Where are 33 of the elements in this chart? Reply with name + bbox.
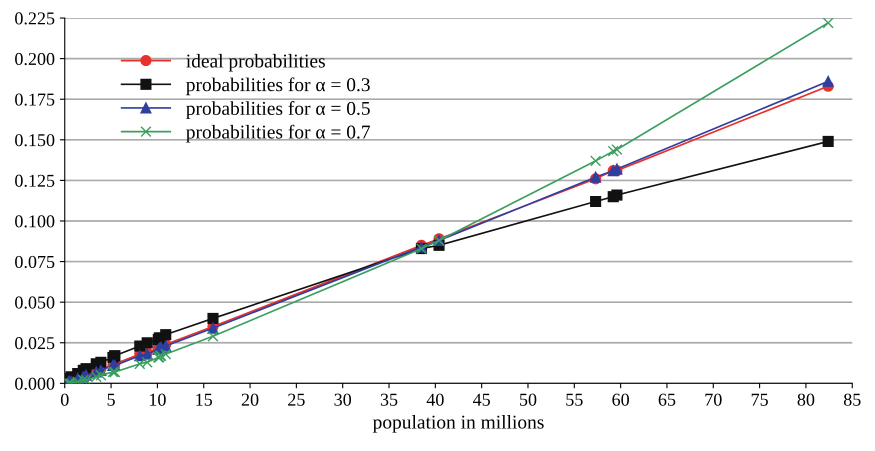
x-tick-label: 65 [658, 394, 676, 406]
y-tick-label: 0.100 [15, 215, 54, 228]
x-tick-label: 80 [798, 394, 814, 406]
x-axis-title: population in millions [372, 415, 544, 433]
y-tick-label: 0.075 [15, 256, 54, 268]
y-tick-label: 0.150 [15, 134, 54, 146]
x-tick-label: 55 [566, 394, 583, 406]
x-tick-label: 20 [242, 394, 258, 406]
x-tick-label: 45 [472, 394, 490, 406]
x-tick-label: 75 [752, 394, 768, 406]
legend-label: probabilities for α = 0.5 [186, 101, 370, 119]
x-tick-label: 40 [426, 394, 444, 406]
x-tick-label: 15 [196, 394, 212, 406]
x-tick-label: 85 [844, 394, 861, 406]
x-tick-label: 50 [520, 394, 536, 406]
y-tick-label: 0.000 [15, 378, 54, 390]
x-tick-label: 25 [288, 394, 305, 406]
x-tick-label: 70 [705, 394, 722, 406]
legend-label: probabilities for α = 0.7 [186, 124, 370, 143]
x-tick-label: 5 [108, 394, 115, 406]
y-tick-label: 0.175 [15, 93, 54, 106]
x-tick-label: 10 [150, 394, 166, 406]
legend-label: probabilities for α = 0.3 [186, 77, 370, 96]
y-tick-label: 0.050 [15, 296, 54, 309]
x-tick-label: 0 [60, 394, 69, 406]
y-tick-label: 0.125 [15, 174, 54, 187]
x-tick-label: 30 [334, 394, 352, 406]
legend-label: ideal probabilities [186, 54, 325, 72]
y-tick-label: 0.025 [15, 337, 54, 350]
x-tick-label: 60 [612, 394, 629, 406]
x-tick-label: 35 [380, 394, 398, 406]
y-tick-label: 0.225 [15, 12, 54, 25]
y-tick-label: 0.200 [15, 52, 54, 66]
